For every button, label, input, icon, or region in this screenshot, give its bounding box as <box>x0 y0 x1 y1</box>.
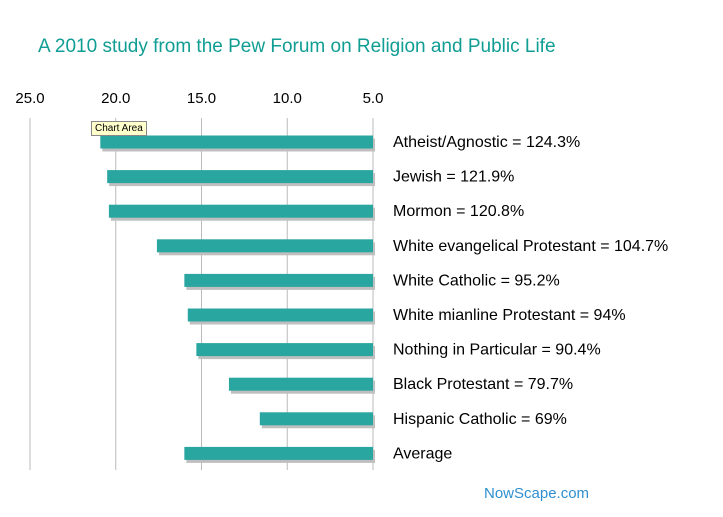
bar <box>108 204 373 218</box>
category-label: Mormon = 120.8% <box>393 203 524 220</box>
category-label: Nothing in Particular = 90.4% <box>393 342 601 359</box>
bar <box>184 446 373 460</box>
category-label: White Catholic = 95.2% <box>393 272 560 289</box>
bar <box>228 377 373 391</box>
category-label: Average <box>393 445 452 462</box>
category-label: Hispanic Catholic = 69% <box>393 411 567 428</box>
bar <box>100 135 373 149</box>
bar <box>187 308 373 322</box>
category-label: Atheist/Agnostic = 124.3% <box>393 134 580 151</box>
x-tick-label: 25.0 <box>15 90 44 107</box>
category-label: Black Protestant = 79.7% <box>393 376 573 393</box>
bar <box>196 343 373 357</box>
watermark: NowScape.com <box>484 485 590 502</box>
category-label: White mianline Protestant = 94% <box>393 307 626 324</box>
category-label: Jewish = 121.9% <box>393 169 514 186</box>
x-tick-label: 10.0 <box>273 90 302 107</box>
bar <box>107 170 374 184</box>
bar <box>156 239 373 253</box>
chart-area-tooltip: Chart Area <box>91 121 147 136</box>
bar <box>184 273 373 287</box>
chart-title: A 2010 study from the Pew Forum on Relig… <box>38 36 556 57</box>
bar <box>259 412 373 426</box>
x-tick-label: 15.0 <box>187 90 216 107</box>
x-tick-label: 20.0 <box>101 90 130 107</box>
x-tick-label: 5.0 <box>363 90 384 107</box>
category-label: White evangelical Protestant = 104.7% <box>393 238 668 255</box>
